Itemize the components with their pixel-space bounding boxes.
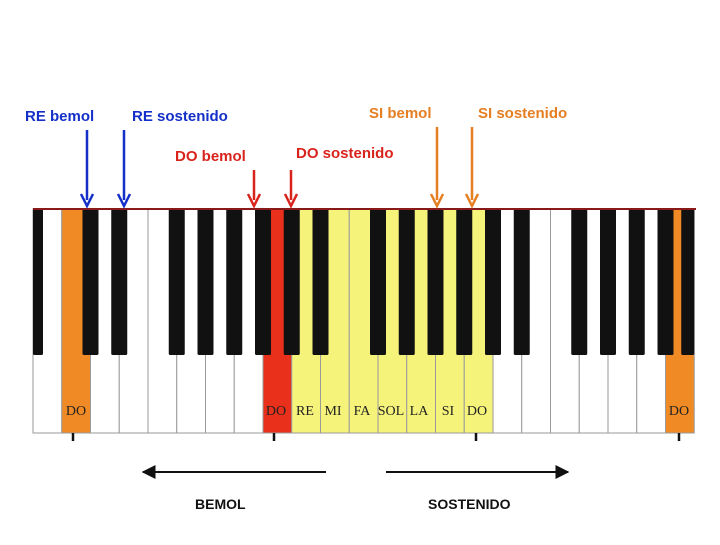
black-keys <box>33 209 695 355</box>
label-do-sostenido: DO sostenido <box>296 145 394 162</box>
pointer-arrows <box>79 127 480 209</box>
black-key-2[interactable] <box>111 209 128 355</box>
sostenido-caption: SOSTENIDO <box>428 496 511 512</box>
key-label-fa: FA <box>354 404 372 419</box>
black-key-19[interactable] <box>681 209 695 355</box>
black-key-13[interactable] <box>485 209 501 355</box>
black-key-0[interactable] <box>33 209 43 355</box>
key-label-la: LA <box>410 404 430 419</box>
do-sostenido-arrow <box>283 170 299 209</box>
black-key-9[interactable] <box>370 209 386 355</box>
black-key-1[interactable] <box>82 209 99 355</box>
label-do-bemol: DO bemol <box>175 148 246 165</box>
label-si-bemol: SI bemol <box>369 105 432 122</box>
key-label-si: SI <box>442 404 455 419</box>
black-key-8[interactable] <box>312 209 329 355</box>
octave-ticks <box>71 433 681 441</box>
black-key-17[interactable] <box>628 209 645 355</box>
black-key-6[interactable] <box>255 209 271 355</box>
key-label-mi: MI <box>324 404 341 419</box>
black-key-7[interactable] <box>283 209 300 355</box>
re-bemol-arrow <box>79 130 95 209</box>
black-key-14[interactable] <box>513 209 530 355</box>
black-key-16[interactable] <box>600 209 616 355</box>
white-keys <box>32 208 695 434</box>
key-labels: DO DO RE MI FA SOL LA SI DO DO <box>66 404 689 419</box>
black-key-11[interactable] <box>427 209 444 355</box>
black-key-12[interactable] <box>456 209 473 355</box>
label-re-sostenido: RE sostenido <box>132 108 228 125</box>
black-key-15[interactable] <box>571 209 588 355</box>
re-sostenido-arrow <box>116 130 132 209</box>
black-key-3[interactable] <box>168 209 185 355</box>
key-label-do-red: DO <box>266 404 286 419</box>
black-key-18[interactable] <box>657 209 674 355</box>
key-label-do-yellow: DO <box>467 404 487 419</box>
label-si-sostenido: SI sostenido <box>478 105 568 122</box>
si-bemol-arrow <box>429 127 445 209</box>
black-key-4[interactable] <box>197 209 214 355</box>
key-label-do-right: DO <box>669 404 689 419</box>
key-label-sol: SOL <box>378 404 404 419</box>
key-label-re: RE <box>296 404 314 419</box>
label-re-bemol: RE bemol <box>25 108 95 125</box>
bemol-caption: BEMOL <box>195 496 246 512</box>
black-key-5[interactable] <box>226 209 243 355</box>
black-key-10[interactable] <box>398 209 415 355</box>
si-sostenido-arrow <box>464 127 480 209</box>
key-label-do-left: DO <box>66 404 86 419</box>
do-bemol-arrow <box>246 170 262 209</box>
